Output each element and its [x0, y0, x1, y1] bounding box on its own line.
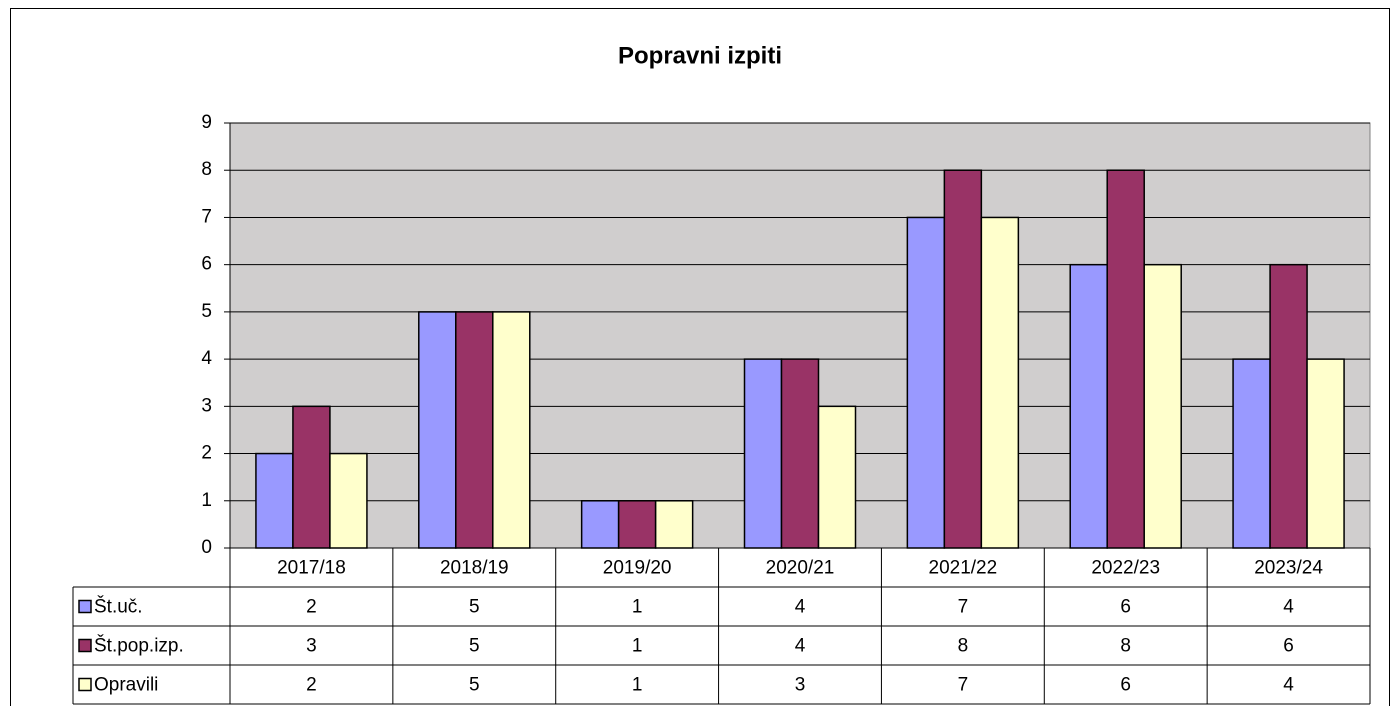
- bar: [418, 311, 457, 549]
- bar: [1069, 263, 1108, 549]
- y-tick-label: 1: [201, 490, 212, 511]
- x-tick-label: 2018/19: [440, 558, 509, 579]
- bar: [455, 311, 494, 549]
- bar: [617, 500, 657, 549]
- table-value: 2: [306, 675, 317, 696]
- bar: [255, 452, 294, 549]
- bar: [654, 500, 694, 549]
- bar: [1269, 263, 1308, 549]
- legend-label: Št.pop.izp.: [94, 635, 184, 657]
- bar: [906, 216, 946, 549]
- table-value: 4: [795, 636, 806, 657]
- table-value: 2: [306, 597, 317, 618]
- bar: [1306, 358, 1345, 549]
- table-value: 4: [795, 597, 806, 618]
- legend-key: [78, 638, 92, 653]
- y-tick-label: 3: [201, 395, 212, 416]
- y-tick-label: 5: [201, 301, 212, 322]
- legend-label: Št.uč.: [94, 596, 143, 618]
- x-tick-label: 2017/18: [277, 558, 346, 579]
- legend-key: [78, 599, 92, 614]
- chart-title: Popravni izpiti: [618, 42, 782, 69]
- bar: [292, 405, 331, 549]
- y-tick-label: 0: [201, 537, 212, 558]
- table-value: 6: [1120, 675, 1131, 696]
- x-tick-label: 2021/22: [929, 558, 998, 579]
- y-tick-label: 8: [201, 159, 212, 180]
- y-tick-label: 4: [201, 348, 212, 369]
- table-value: 7: [958, 675, 969, 696]
- bar: [743, 358, 783, 549]
- table-value: 3: [306, 636, 317, 657]
- table-value: 3: [795, 675, 806, 696]
- table-value: 5: [469, 636, 480, 657]
- x-tick-label: 2020/21: [766, 558, 835, 579]
- table-value: 6: [1120, 597, 1131, 618]
- table-value: 5: [469, 597, 480, 618]
- table-value: 8: [958, 636, 969, 657]
- x-tick-label: 2019/20: [603, 558, 672, 579]
- bar: [1143, 263, 1182, 549]
- table-value: 4: [1283, 675, 1294, 696]
- table-value: 1: [632, 636, 643, 657]
- x-tick-label: 2023/24: [1254, 558, 1323, 579]
- bar: [1106, 169, 1145, 549]
- table-value: 7: [958, 597, 969, 618]
- table-value: 4: [1283, 597, 1294, 618]
- table-value: 1: [632, 597, 643, 618]
- bar: [943, 169, 983, 549]
- legend-label: Opravili: [94, 675, 158, 696]
- table-value: 1: [632, 675, 643, 696]
- table-value: 8: [1120, 636, 1131, 657]
- bar: [492, 311, 531, 549]
- y-tick-label: 9: [201, 112, 212, 133]
- bar: [780, 358, 820, 549]
- x-tick-label: 2022/23: [1091, 558, 1160, 579]
- bar: [1232, 358, 1271, 549]
- bar: [329, 452, 368, 549]
- bar: [980, 216, 1020, 549]
- y-tick-label: 2: [201, 443, 212, 464]
- table-value: 5: [469, 675, 480, 696]
- y-tick-label: 6: [201, 254, 212, 275]
- bar: [817, 405, 857, 549]
- table-value: 6: [1283, 636, 1294, 657]
- legend-key: [78, 677, 92, 692]
- bar: [580, 500, 620, 549]
- y-tick-label: 7: [201, 206, 212, 227]
